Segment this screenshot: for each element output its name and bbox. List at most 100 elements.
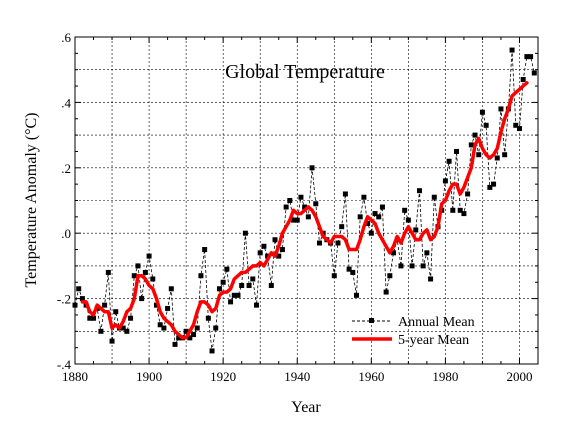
annual-mean-point <box>302 204 308 210</box>
annual-mean-point <box>139 296 145 302</box>
annual-mean-point <box>424 250 430 256</box>
annual-mean-point <box>383 289 389 295</box>
annual-mean-point <box>391 250 397 256</box>
annual-mean-point <box>124 328 130 334</box>
annual-mean-point <box>216 286 222 292</box>
annual-mean-point <box>528 54 534 60</box>
annual-mean-point <box>268 283 274 289</box>
annual-mean-point <box>279 247 285 253</box>
x-tick-label: 1960 <box>358 369 384 384</box>
annual-mean-point <box>183 328 189 334</box>
annual-mean-point <box>420 263 426 269</box>
annual-mean-point <box>405 217 411 223</box>
annual-mean-point <box>454 148 460 154</box>
annual-mean-point <box>161 325 167 331</box>
annual-mean-point <box>250 276 256 282</box>
annual-mean-point <box>235 292 241 298</box>
annual-mean-point <box>450 207 456 213</box>
y-tick-label: -.2 <box>57 292 71 307</box>
grid <box>75 37 538 364</box>
annual-mean-point <box>242 230 248 236</box>
annual-mean-point <box>191 332 197 338</box>
annual-mean-point <box>168 286 174 292</box>
annual-mean-point <box>209 348 215 354</box>
annual-mean-point <box>283 204 289 210</box>
x-tick-label: 1940 <box>284 369 310 384</box>
annual-mean-point <box>202 247 208 253</box>
annual-mean-point <box>291 217 297 223</box>
annual-mean-point <box>472 132 478 138</box>
annual-mean-point <box>105 269 111 275</box>
annual-mean-point <box>276 253 282 259</box>
annual-mean-point <box>198 273 204 279</box>
annual-mean-point <box>342 191 348 197</box>
annual-mean-point <box>142 269 148 275</box>
annual-mean-point <box>365 220 371 226</box>
y-tick-label: .4 <box>61 95 71 110</box>
annual-mean-point <box>187 335 193 341</box>
annual-mean-point <box>172 341 178 347</box>
annual-mean-point <box>224 266 230 272</box>
five-year-mean-line <box>80 81 529 340</box>
legend-5yr-label: 5-year Mean <box>398 333 469 348</box>
annual-mean-point <box>387 273 393 279</box>
annual-mean-point <box>513 122 519 128</box>
annual-mean-point <box>231 292 237 298</box>
annual-mean-point <box>520 77 526 83</box>
annual-mean-point <box>220 279 226 285</box>
x-axis-title: Year <box>291 399 321 416</box>
annual-mean-point <box>479 109 485 115</box>
y-tick-label: .2 <box>61 161 71 176</box>
annual-mean-point <box>476 152 482 158</box>
annual-mean-point <box>135 263 141 269</box>
annual-mean-point <box>350 269 356 275</box>
annual-mean-point <box>287 198 293 203</box>
annual-mean-point <box>131 273 137 279</box>
legend-annual-marker <box>369 318 374 323</box>
x-tick-label: 1900 <box>136 369 162 384</box>
y-tick-label: -.4 <box>57 357 72 372</box>
x-tick-label: 1880 <box>62 369 88 384</box>
axis-ticks: 1880 1900 1920 1940 1960 1980 2000 -.4 -.2 .0 .2 .4… <box>57 30 538 384</box>
annual-mean-point <box>354 292 360 298</box>
x-tick-label: 1980 <box>432 369 458 384</box>
annual-mean-point <box>146 253 152 259</box>
annual-mean-point <box>113 309 119 315</box>
annual-mean-point <box>87 315 93 321</box>
y-axis-title: Temperature Anomaly (°C) <box>23 113 40 288</box>
annual-mean-point <box>79 296 85 302</box>
annual-mean-point <box>102 302 108 308</box>
annual-mean-point <box>109 338 115 344</box>
chart-title: Global Temperature <box>225 61 385 83</box>
annual-mean-point <box>494 155 500 161</box>
legend-annual-label: Annual Mean <box>398 315 475 330</box>
annual-mean-point <box>261 243 267 249</box>
annual-mean-point <box>457 207 463 213</box>
annual-mean-point <box>346 266 352 272</box>
annual-mean-point <box>428 276 434 282</box>
annual-mean-point <box>442 178 448 184</box>
annual-mean-point <box>194 325 200 331</box>
annual-mean-point <box>446 158 452 164</box>
annual-mean-point <box>357 214 363 220</box>
annual-mean-point <box>257 250 263 256</box>
annual-mean-point <box>76 286 82 292</box>
annual-mean-point <box>176 335 182 341</box>
annual-mean-point <box>246 283 252 289</box>
y-tick-label: .6 <box>61 30 71 45</box>
annual-mean-point <box>398 263 404 269</box>
annual-mean-point <box>531 70 537 76</box>
annual-mean-point <box>379 204 385 210</box>
annual-mean-point <box>368 230 374 236</box>
annual-mean-point <box>416 188 422 194</box>
annual-mean-point <box>524 54 530 60</box>
annual-mean-point <box>498 106 504 112</box>
annual-mean-point <box>372 211 378 217</box>
annual-mean-point <box>376 214 382 220</box>
annual-mean-point <box>361 194 367 200</box>
annual-mean-point <box>402 207 408 213</box>
annual-mean-point <box>509 47 515 53</box>
annual-mean-point <box>313 201 319 207</box>
annual-mean-point <box>213 325 219 331</box>
